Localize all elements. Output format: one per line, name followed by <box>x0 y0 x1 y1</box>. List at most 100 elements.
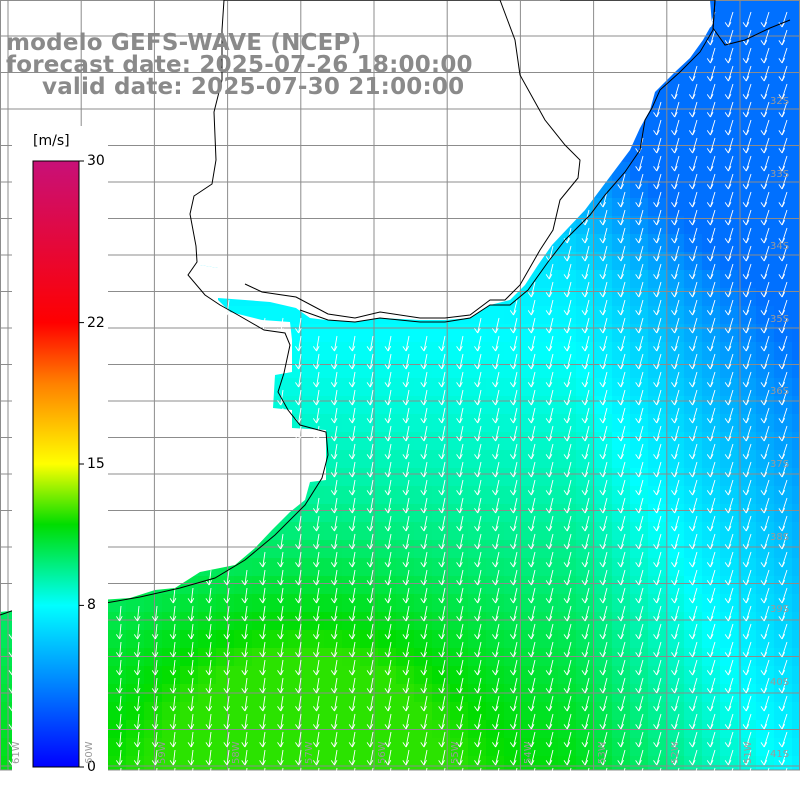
field-cell <box>702 468 721 487</box>
wind-arrow <box>438 767 446 784</box>
wind-arrow <box>384 497 392 514</box>
field-cell <box>756 486 775 505</box>
valid-date: valid date: 2025-07-30 21:00:00 <box>42 74 465 100</box>
field-cell <box>270 594 289 613</box>
field-cell <box>486 558 505 577</box>
field-cell <box>792 378 800 397</box>
wind-arrow <box>277 533 284 550</box>
wind-arrow <box>492 389 500 406</box>
field-cell <box>720 486 739 505</box>
field-cell <box>774 72 793 91</box>
wind-arrow <box>133 659 141 676</box>
wind-arrow <box>778 65 788 82</box>
wind-arrow <box>742 83 752 100</box>
field-cell <box>378 576 397 595</box>
wind-arrow <box>599 587 608 604</box>
wind-arrow <box>151 731 159 748</box>
wind-arrow <box>778 281 788 298</box>
wind-arrow <box>760 299 770 316</box>
field-cell <box>522 468 541 487</box>
wind-arrow <box>115 731 123 748</box>
field-cell <box>792 702 800 721</box>
wind-arrow <box>599 245 608 262</box>
wind-arrow <box>438 695 446 712</box>
longitude-label: 57W <box>303 741 315 764</box>
field-cell <box>738 72 757 91</box>
field-cell <box>450 666 469 685</box>
wind-arrow <box>295 317 302 334</box>
field-cell <box>306 486 325 505</box>
wind-arrow <box>348 461 356 478</box>
wind-arrow <box>474 425 482 442</box>
field-cell <box>720 234 739 253</box>
field-cell <box>432 558 451 577</box>
field-cell <box>774 504 793 523</box>
field-cell <box>180 702 199 721</box>
latitude-label: 38S <box>770 531 790 543</box>
field-cell <box>738 594 757 613</box>
field-cell <box>702 594 721 613</box>
wind-arrow <box>706 371 716 388</box>
field-cell <box>576 702 595 721</box>
wind-arrow <box>312 335 320 352</box>
field-cell <box>684 324 703 343</box>
field-cell <box>666 738 685 757</box>
wind-arrow <box>671 515 680 532</box>
wind-arrow <box>277 551 284 568</box>
field-cell <box>432 360 451 379</box>
wind-arrow <box>635 425 644 442</box>
wind-arrow <box>527 479 536 496</box>
wind-arrow <box>563 749 572 766</box>
field-cell <box>378 414 397 433</box>
field-cell <box>558 522 577 541</box>
wind-arrow <box>545 299 554 316</box>
field-cell <box>702 144 721 163</box>
longitude-label: 61W <box>11 741 22 764</box>
wind-arrow <box>420 407 428 424</box>
wind-arrow <box>438 443 446 460</box>
field-cell <box>306 342 325 361</box>
field-cell <box>576 450 595 469</box>
wind-arrow <box>617 353 626 370</box>
wind-arrow <box>402 461 410 478</box>
field-cell <box>540 612 559 631</box>
wind-arrow <box>527 569 536 586</box>
field-cell <box>558 432 577 451</box>
field-cell <box>684 288 703 307</box>
wind-arrow <box>259 641 266 658</box>
wind-arrow <box>509 389 518 406</box>
wind-arrow <box>742 263 752 280</box>
wind-arrow <box>187 749 195 766</box>
field-cell <box>396 450 415 469</box>
field-cell <box>756 558 775 577</box>
field-cell <box>738 468 757 487</box>
wind-arrow <box>295 677 302 694</box>
wind-arrow <box>617 173 626 190</box>
wind-arrow <box>402 641 410 658</box>
field-cell <box>630 306 649 325</box>
wind-arrow <box>688 299 698 316</box>
wind-arrow <box>527 587 536 604</box>
field-cell <box>612 324 631 343</box>
field-cell <box>720 630 739 649</box>
field-cell <box>702 342 721 361</box>
wind-arrow <box>724 263 734 280</box>
wind-arrow <box>617 641 626 658</box>
wind-arrow <box>545 713 554 730</box>
wind-arrow <box>760 11 770 28</box>
field-cell <box>558 234 577 253</box>
field-cell <box>324 486 343 505</box>
field-cell <box>558 468 577 487</box>
wind-arrow <box>742 497 752 514</box>
field-cell <box>306 522 325 541</box>
wind-arrow <box>671 569 680 586</box>
field-cell <box>666 540 685 559</box>
wind-arrow <box>295 389 302 406</box>
wind-arrow <box>474 605 482 622</box>
wind-arrow <box>474 695 482 712</box>
field-cell <box>738 450 757 469</box>
wind-arrow <box>778 767 788 784</box>
wind-arrow <box>384 749 392 766</box>
field-cell <box>198 666 217 685</box>
wind-arrow <box>706 155 716 172</box>
